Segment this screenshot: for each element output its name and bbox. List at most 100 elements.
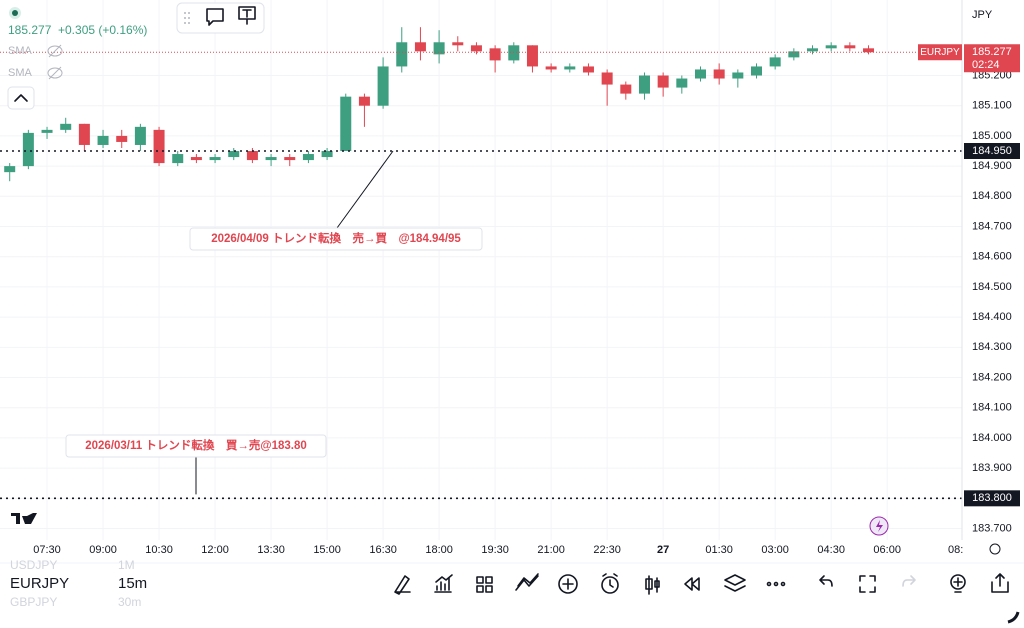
- candle-tool[interactable]: [645, 575, 660, 595]
- candle-body: [396, 42, 408, 67]
- candle-body: [713, 69, 725, 79]
- draw-tool[interactable]: [394, 575, 411, 595]
- candle-body: [321, 151, 333, 158]
- price-tag-label: 184.950: [972, 145, 1012, 157]
- candle-body: [526, 45, 538, 67]
- logo: [11, 513, 37, 524]
- interval[interactable]: 15m: [118, 575, 147, 592]
- candle-body: [134, 126, 146, 145]
- candle-body: [340, 96, 352, 152]
- candle-body: [545, 66, 557, 70]
- indicator[interactable]: SMA: [8, 67, 33, 79]
- header-change: +0.305 (+0.16%): [58, 23, 147, 37]
- candle-body: [601, 72, 613, 85]
- candle-body: [863, 48, 875, 53]
- price-axis: [962, 0, 1024, 540]
- y-tick-label: 184.400: [972, 311, 1012, 323]
- idea-tool[interactable]: [950, 574, 966, 590]
- y-tick-label: 183.900: [972, 462, 1012, 474]
- fullscreen[interactable]: [859, 575, 876, 593]
- candle-body: [302, 154, 314, 161]
- annotation: 2026/04/09 トレンド転換 売→買 @184.94/95: [211, 231, 461, 245]
- more-tool[interactable]: [766, 581, 772, 587]
- candle-body: [209, 157, 221, 161]
- header-price: 185.277: [8, 23, 52, 37]
- watch-symbol[interactable]: USDJPY: [10, 558, 57, 572]
- alert-tool[interactable]: [601, 576, 619, 594]
- price-tag: [964, 143, 1020, 160]
- candle-body: [41, 129, 53, 133]
- candle-body: [153, 129, 165, 164]
- candle-body: [190, 157, 202, 161]
- x-tick-label: 16:30: [369, 544, 397, 556]
- x-tick-label: 15:00: [313, 544, 341, 556]
- x-tick-label: 01:30: [705, 544, 733, 556]
- countdown: 02:24: [972, 59, 1000, 71]
- plot: 2026/04/09 トレンド転換 売→買 @184.94/95 2026/03/…: [0, 27, 962, 500]
- x-tick-label: 13:30: [257, 544, 285, 556]
- indicators-tool[interactable]: [434, 574, 453, 593]
- add-tool[interactable]: [558, 574, 578, 594]
- undo[interactable]: [819, 575, 833, 587]
- last-price-tag: [964, 44, 1020, 73]
- replay-tool[interactable]: [684, 577, 700, 591]
- candle-body: [433, 42, 445, 55]
- x-tick-label: 21:00: [537, 544, 565, 556]
- candle-body: [844, 45, 856, 49]
- collapse-button[interactable]: [7, 86, 35, 110]
- watch-symbol[interactable]: GBPJPY: [10, 595, 57, 609]
- candle-body: [582, 66, 594, 73]
- symbol-tag-label: EURJPY: [920, 47, 960, 58]
- candle-body: [60, 123, 72, 130]
- indicator[interactable]: SMA: [8, 45, 33, 57]
- x-tick-label: 27: [657, 544, 669, 556]
- x-tick-label: 09:00: [89, 544, 117, 556]
- currency[interactable]: JPY: [972, 9, 993, 21]
- candle-body: [22, 132, 34, 167]
- y-tick-label: 185.100: [972, 100, 1012, 112]
- x-tick-label: 22:30: [593, 544, 621, 556]
- text-tool[interactable]: [238, 6, 256, 25]
- symbol[interactable]: EURJPY: [10, 575, 69, 592]
- candle-body: [769, 57, 781, 67]
- x-tick-label: 07:30: [33, 544, 61, 556]
- symbol-tag: [918, 44, 962, 61]
- candle-body: [358, 96, 370, 106]
- hide-icon[interactable]: [47, 44, 63, 58]
- x-tick-label: 06:00: [873, 544, 901, 556]
- watch-interval[interactable]: 30m: [118, 595, 141, 609]
- comment-tool[interactable]: [206, 8, 224, 26]
- candle-body: [452, 42, 464, 46]
- grid: [0, 0, 962, 540]
- x-tick-label: 18:00: [425, 544, 453, 556]
- y-tick-label: 183.700: [972, 522, 1012, 534]
- last-price-label: 185.277: [972, 46, 1012, 58]
- y-tick-label: 184.500: [972, 281, 1012, 293]
- y-tick-label: 184.700: [972, 220, 1012, 232]
- y-tick-label: 185.000: [972, 130, 1012, 142]
- candle-body: [284, 157, 296, 161]
- hide-icon[interactable]: [47, 66, 63, 80]
- x-tick-label: 12:00: [201, 544, 229, 556]
- share[interactable]: [991, 573, 1009, 593]
- candle-body: [657, 75, 669, 88]
- x-tick-label: 10:30: [145, 544, 173, 556]
- annotation: 2026/03/11 トレンド転換 買→売@183.80: [85, 438, 307, 452]
- layout-tool[interactable]: [476, 576, 493, 593]
- candle-body: [489, 48, 501, 61]
- candle-body: [620, 84, 632, 94]
- candle-body: [694, 69, 706, 79]
- watch-interval[interactable]: 1M: [118, 558, 135, 572]
- candle-body: [78, 123, 90, 145]
- settings[interactable]: [989, 543, 1001, 555]
- time-axis: 07:30 09:00 10:30 12:00 13:30 15:00 16:30 18:00…: [33, 544, 901, 556]
- y-tick-label: 184.900: [972, 160, 1012, 172]
- layers-tool[interactable]: [724, 574, 746, 592]
- axis: 183.700 183.800 183.900 184.000 184.100 184.2…: [918, 44, 1020, 534]
- redo[interactable]: [902, 575, 916, 587]
- candle-body: [265, 157, 277, 161]
- y-tick-label: 184.800: [972, 190, 1012, 202]
- compare-tool[interactable]: [515, 573, 539, 591]
